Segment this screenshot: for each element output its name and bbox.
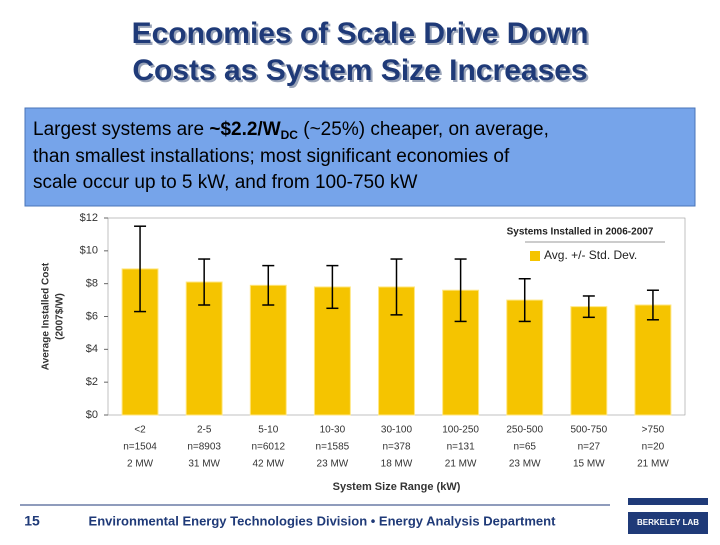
callout-text: scale occur up to 5 kW, and from 100-750…: [33, 172, 417, 193]
x-tick-capacity: 23 MW: [509, 459, 541, 470]
x-tick-label: 2-5: [197, 425, 212, 436]
callout-text: Largest systems are: [33, 119, 209, 140]
x-tick-label: 500-750: [570, 425, 607, 436]
x-tick-label: 100-250: [442, 425, 479, 436]
x-tick-count: n=20: [642, 442, 665, 453]
x-tick-capacity: 31 MW: [188, 459, 220, 470]
logo-text: BERKELEY LAB: [637, 518, 699, 527]
y-tick-label: $4: [86, 343, 98, 355]
x-tick-count: n=8903: [187, 442, 221, 453]
y-axis-label: (2007$/W): [55, 293, 66, 340]
legend-title: Systems Installed in 2006-2007: [507, 227, 654, 238]
y-tick-label: $12: [80, 212, 98, 224]
page-number: 15: [24, 513, 40, 529]
x-tick-capacity: 18 MW: [381, 459, 413, 470]
x-tick-capacity: 15 MW: [573, 459, 605, 470]
footer-text: Environmental Energy Technologies Divisi…: [89, 513, 557, 528]
x-axis-label: System Size Range (kW): [333, 481, 461, 493]
y-tick-label: $6: [86, 310, 98, 322]
logo: BERKELEY LAB: [628, 498, 708, 534]
x-tick-label: 10-30: [320, 425, 346, 436]
title-shadow: Economies of Scale Drive Down: [134, 19, 591, 52]
callout-text: than smallest installations; most signif…: [33, 146, 510, 167]
x-tick-label: >750: [642, 425, 665, 436]
x-tick-label: <2: [134, 425, 146, 436]
bar: [634, 304, 672, 416]
x-tick-capacity: 21 MW: [637, 459, 669, 470]
x-tick-capacity: 23 MW: [317, 459, 349, 470]
y-tick-label: $10: [80, 245, 98, 257]
x-tick-count: n=378: [382, 442, 411, 453]
y-axis-label: Average Installed Cost: [41, 262, 52, 370]
x-tick-label: 5-10: [258, 425, 278, 436]
x-tick-count: n=1585: [316, 442, 350, 453]
callout-text: Largest systems are ~$2.2/WDC (~25%) che…: [33, 119, 549, 142]
callout-text: (~25%) cheaper, on average,: [298, 119, 549, 140]
callout-highlight: ~$2.2/W: [209, 119, 280, 140]
x-tick-label: 30-100: [381, 425, 413, 436]
callout-box: [24, 107, 696, 207]
callout-subscript: DC: [281, 128, 299, 142]
x-tick-count: n=6012: [251, 442, 285, 453]
y-tick-label: $2: [86, 376, 98, 388]
x-tick-count: n=65: [513, 442, 536, 453]
y-tick-label: $0: [86, 409, 98, 421]
x-tick-count: n=131: [447, 442, 476, 453]
x-tick-capacity: 42 MW: [252, 459, 284, 470]
x-tick-count: n=27: [578, 442, 601, 453]
bar: [570, 306, 608, 416]
legend-label: Avg. +/- Std. Dev.: [544, 248, 637, 262]
legend-swatch: [530, 251, 540, 261]
title-shadow: Costs as System Size Increases: [134, 56, 589, 89]
x-tick-capacity: 2 MW: [127, 459, 154, 470]
chart: $0 $2 $4 $6 $8 $10 $12 Average Installed Cost (2…: [41, 212, 686, 493]
logo-bar: [628, 498, 708, 505]
logo-plate: [628, 512, 708, 534]
x-tick-count: n=1504: [123, 442, 157, 453]
x-tick-label: 250-500: [506, 425, 543, 436]
title: Costs as System Size Increases: [132, 54, 587, 87]
y-tick-label: $8: [86, 278, 98, 290]
x-tick-capacity: 21 MW: [445, 459, 477, 470]
title: Economies of Scale Drive Down: [132, 17, 589, 50]
